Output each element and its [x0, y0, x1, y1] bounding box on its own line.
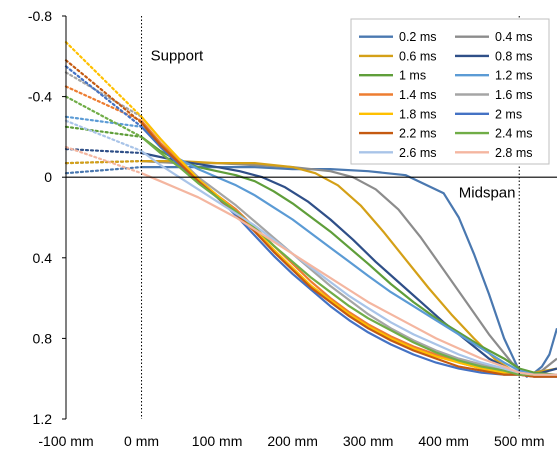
annotation-layer: Support Midspan — [151, 47, 516, 201]
x-tick-label: 200 mm — [267, 433, 318, 449]
series-8-line — [140, 116, 557, 378]
series-10-dotted-line — [64, 59, 143, 124]
y-tick-label: 1.2 — [33, 411, 53, 427]
series-12-dotted-line — [64, 119, 143, 153]
legend-label-5: 1.2 ms — [495, 69, 533, 83]
series-0-dotted-line — [64, 166, 143, 175]
series-4-dotted-line — [64, 125, 143, 138]
y-tick-label: 0.8 — [33, 330, 53, 346]
y-tick-label: 0 — [44, 169, 52, 185]
series-13-line — [141, 172, 557, 376]
legend-label-0: 0.2 ms — [399, 30, 437, 44]
legend-label-2: 0.6 ms — [399, 49, 437, 63]
series-6-dotted-line — [64, 85, 143, 122]
x-tick-label: 400 mm — [418, 433, 469, 449]
series-12-line — [140, 150, 557, 376]
series-5-line — [140, 126, 557, 376]
legend-label-11: 2.4 ms — [495, 127, 533, 141]
legend-label-4: 1 ms — [399, 69, 426, 83]
legend: 0.2 ms 0.4 ms 0.6 ms 0.8 ms 1 ms 1.2 ms 1.4 ms… — [350, 18, 550, 165]
legend-label-10: 2.2 ms — [399, 127, 437, 141]
series-11-line — [140, 136, 557, 376]
series-5-dotted-line — [64, 115, 143, 128]
series-11-dotted-line — [64, 95, 143, 138]
legend-label-12: 2.6 ms — [399, 146, 437, 160]
series-8-dotted-line — [64, 41, 143, 118]
legend-label-6: 1.4 ms — [399, 88, 437, 102]
legend-label-8: 1.8 ms — [399, 107, 437, 121]
series-13-dotted-line — [64, 145, 143, 175]
x-tick-label: 0 mm — [124, 433, 159, 449]
x-tick-label: 100 mm — [192, 433, 243, 449]
legend-label-1: 0.4 ms — [495, 30, 533, 44]
x-tick-label: -100 mm — [38, 433, 93, 449]
x-tick-label: 300 mm — [343, 433, 394, 449]
y-tick-label: 0.4 — [33, 250, 53, 266]
legend-label-7: 1.6 ms — [495, 88, 533, 102]
annotation-label: Midspan — [459, 184, 516, 201]
series-3-dotted-line — [64, 147, 143, 155]
legend-label-13: 2.8 ms — [495, 146, 533, 160]
annotation-label: Support — [151, 47, 204, 64]
series-7-dotted-line — [64, 71, 143, 118]
legend-box — [350, 18, 550, 165]
series-2-dotted-line — [64, 160, 143, 165]
series-9-dotted-line — [64, 65, 143, 128]
legend-label-9: 2 ms — [495, 107, 522, 121]
series-2-line — [141, 160, 557, 376]
x-tick-label: 500 mm — [494, 433, 545, 449]
series-layer — [64, 41, 557, 378]
legend-label-3: 0.8 ms — [495, 49, 533, 63]
y-tick-label: -0.8 — [28, 8, 52, 24]
series-4-line — [140, 136, 557, 376]
y-tick-label: -0.4 — [28, 89, 52, 105]
